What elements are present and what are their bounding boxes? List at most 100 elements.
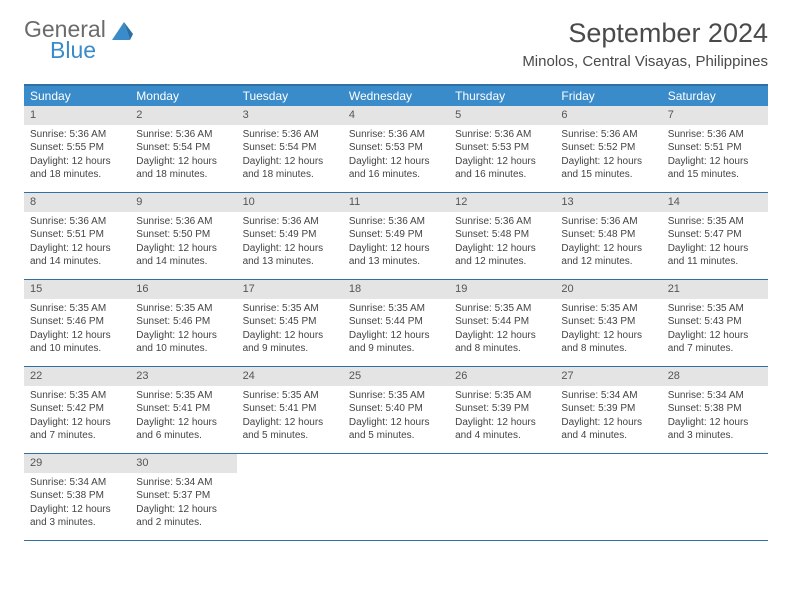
calendar-day-cell: 9Sunrise: 5:36 AMSunset: 5:50 PMDaylight… [130,193,236,279]
calendar-day-cell [555,454,661,540]
calendar-day-cell: 11Sunrise: 5:36 AMSunset: 5:49 PMDayligh… [343,193,449,279]
day-number: 11 [343,193,449,212]
sunset-line: Sunset: 5:42 PM [30,402,124,416]
location-subtitle: Minolos, Central Visayas, Philippines [522,53,768,70]
logo-sail-icon [110,20,134,42]
day-number: 17 [237,280,343,299]
calendar-day-cell: 14Sunrise: 5:35 AMSunset: 5:47 PMDayligh… [662,193,768,279]
day-number: 14 [662,193,768,212]
day-number: 5 [449,106,555,125]
calendar-week-row: 15Sunrise: 5:35 AMSunset: 5:46 PMDayligh… [24,280,768,367]
daylight-line: Daylight: 12 hours and 2 minutes. [136,503,230,530]
day-number: 13 [555,193,661,212]
sunrise-line: Sunrise: 5:35 AM [455,302,549,316]
calendar-week-row: 8Sunrise: 5:36 AMSunset: 5:51 PMDaylight… [24,193,768,280]
day-detail: Sunrise: 5:35 AMSunset: 5:46 PMDaylight:… [24,299,130,362]
sunrise-line: Sunrise: 5:35 AM [561,302,655,316]
daylight-line: Daylight: 12 hours and 7 minutes. [668,329,762,356]
day-detail: Sunrise: 5:35 AMSunset: 5:42 PMDaylight:… [24,386,130,449]
day-detail: Sunrise: 5:36 AMSunset: 5:50 PMDaylight:… [130,212,236,275]
day-number: 28 [662,367,768,386]
calendar-day-cell: 5Sunrise: 5:36 AMSunset: 5:53 PMDaylight… [449,106,555,192]
day-detail: Sunrise: 5:34 AMSunset: 5:38 PMDaylight:… [662,386,768,449]
sunrise-line: Sunrise: 5:36 AM [136,128,230,142]
calendar-day-cell: 3Sunrise: 5:36 AMSunset: 5:54 PMDaylight… [237,106,343,192]
daylight-line: Daylight: 12 hours and 16 minutes. [349,155,443,182]
daylight-line: Daylight: 12 hours and 18 minutes. [30,155,124,182]
sunrise-line: Sunrise: 5:34 AM [668,389,762,403]
day-detail: Sunrise: 5:35 AMSunset: 5:43 PMDaylight:… [555,299,661,362]
calendar-day-cell [343,454,449,540]
daylight-line: Daylight: 12 hours and 16 minutes. [455,155,549,182]
day-detail: Sunrise: 5:35 AMSunset: 5:44 PMDaylight:… [449,299,555,362]
day-detail: Sunrise: 5:36 AMSunset: 5:54 PMDaylight:… [130,125,236,188]
sunrise-line: Sunrise: 5:35 AM [455,389,549,403]
calendar-week-row: 29Sunrise: 5:34 AMSunset: 5:38 PMDayligh… [24,454,768,541]
calendar-day-cell: 24Sunrise: 5:35 AMSunset: 5:41 PMDayligh… [237,367,343,453]
calendar-day-cell: 1Sunrise: 5:36 AMSunset: 5:55 PMDaylight… [24,106,130,192]
calendar-day-cell: 25Sunrise: 5:35 AMSunset: 5:40 PMDayligh… [343,367,449,453]
sunrise-line: Sunrise: 5:36 AM [455,215,549,229]
sunrise-line: Sunrise: 5:35 AM [30,389,124,403]
day-detail: Sunrise: 5:36 AMSunset: 5:48 PMDaylight:… [449,212,555,275]
day-number: 10 [237,193,343,212]
day-detail: Sunrise: 5:35 AMSunset: 5:41 PMDaylight:… [130,386,236,449]
day-number: 21 [662,280,768,299]
daylight-line: Daylight: 12 hours and 15 minutes. [561,155,655,182]
daylight-line: Daylight: 12 hours and 18 minutes. [136,155,230,182]
day-number: 7 [662,106,768,125]
day-detail: Sunrise: 5:34 AMSunset: 5:39 PMDaylight:… [555,386,661,449]
day-number: 18 [343,280,449,299]
day-detail: Sunrise: 5:36 AMSunset: 5:54 PMDaylight:… [237,125,343,188]
day-number: 3 [237,106,343,125]
daylight-line: Daylight: 12 hours and 5 minutes. [243,416,337,443]
daylight-line: Daylight: 12 hours and 4 minutes. [455,416,549,443]
daylight-line: Daylight: 12 hours and 12 minutes. [561,242,655,269]
daylight-line: Daylight: 12 hours and 18 minutes. [243,155,337,182]
sunset-line: Sunset: 5:39 PM [455,402,549,416]
day-detail: Sunrise: 5:35 AMSunset: 5:47 PMDaylight:… [662,212,768,275]
daylight-line: Daylight: 12 hours and 11 minutes. [668,242,762,269]
daylight-line: Daylight: 12 hours and 13 minutes. [243,242,337,269]
calendar-day-cell: 6Sunrise: 5:36 AMSunset: 5:52 PMDaylight… [555,106,661,192]
calendar-day-cell: 27Sunrise: 5:34 AMSunset: 5:39 PMDayligh… [555,367,661,453]
calendar-day-cell: 12Sunrise: 5:36 AMSunset: 5:48 PMDayligh… [449,193,555,279]
sunrise-line: Sunrise: 5:34 AM [30,476,124,490]
sunset-line: Sunset: 5:45 PM [243,315,337,329]
day-of-week-header: Sunday [24,86,130,106]
calendar-day-cell: 2Sunrise: 5:36 AMSunset: 5:54 PMDaylight… [130,106,236,192]
sunrise-line: Sunrise: 5:36 AM [561,128,655,142]
daylight-line: Daylight: 12 hours and 8 minutes. [455,329,549,356]
sunrise-line: Sunrise: 5:35 AM [349,389,443,403]
sunrise-line: Sunrise: 5:35 AM [668,215,762,229]
day-number: 8 [24,193,130,212]
sunset-line: Sunset: 5:55 PM [30,141,124,155]
calendar-day-cell: 15Sunrise: 5:35 AMSunset: 5:46 PMDayligh… [24,280,130,366]
title-block: September 2024 Minolos, Central Visayas,… [522,18,768,70]
sunset-line: Sunset: 5:49 PM [349,228,443,242]
sunrise-line: Sunrise: 5:36 AM [455,128,549,142]
calendar-week-row: 22Sunrise: 5:35 AMSunset: 5:42 PMDayligh… [24,367,768,454]
sunset-line: Sunset: 5:49 PM [243,228,337,242]
sunset-line: Sunset: 5:53 PM [349,141,443,155]
daylight-line: Daylight: 12 hours and 14 minutes. [30,242,124,269]
day-detail: Sunrise: 5:36 AMSunset: 5:51 PMDaylight:… [24,212,130,275]
calendar-day-cell: 8Sunrise: 5:36 AMSunset: 5:51 PMDaylight… [24,193,130,279]
day-of-week-header-row: SundayMondayTuesdayWednesdayThursdayFrid… [24,86,768,106]
day-detail: Sunrise: 5:36 AMSunset: 5:52 PMDaylight:… [555,125,661,188]
day-number: 22 [24,367,130,386]
sunrise-line: Sunrise: 5:36 AM [668,128,762,142]
sunset-line: Sunset: 5:48 PM [561,228,655,242]
day-of-week-header: Wednesday [343,86,449,106]
sunset-line: Sunset: 5:53 PM [455,141,549,155]
sunrise-line: Sunrise: 5:35 AM [243,302,337,316]
day-detail: Sunrise: 5:35 AMSunset: 5:45 PMDaylight:… [237,299,343,362]
sunset-line: Sunset: 5:44 PM [349,315,443,329]
day-detail: Sunrise: 5:36 AMSunset: 5:53 PMDaylight:… [449,125,555,188]
sunrise-line: Sunrise: 5:36 AM [561,215,655,229]
daylight-line: Daylight: 12 hours and 10 minutes. [30,329,124,356]
day-number: 29 [24,454,130,473]
daylight-line: Daylight: 12 hours and 10 minutes. [136,329,230,356]
day-number: 6 [555,106,661,125]
header: General Blue September 2024 Minolos, Cen… [24,18,768,70]
